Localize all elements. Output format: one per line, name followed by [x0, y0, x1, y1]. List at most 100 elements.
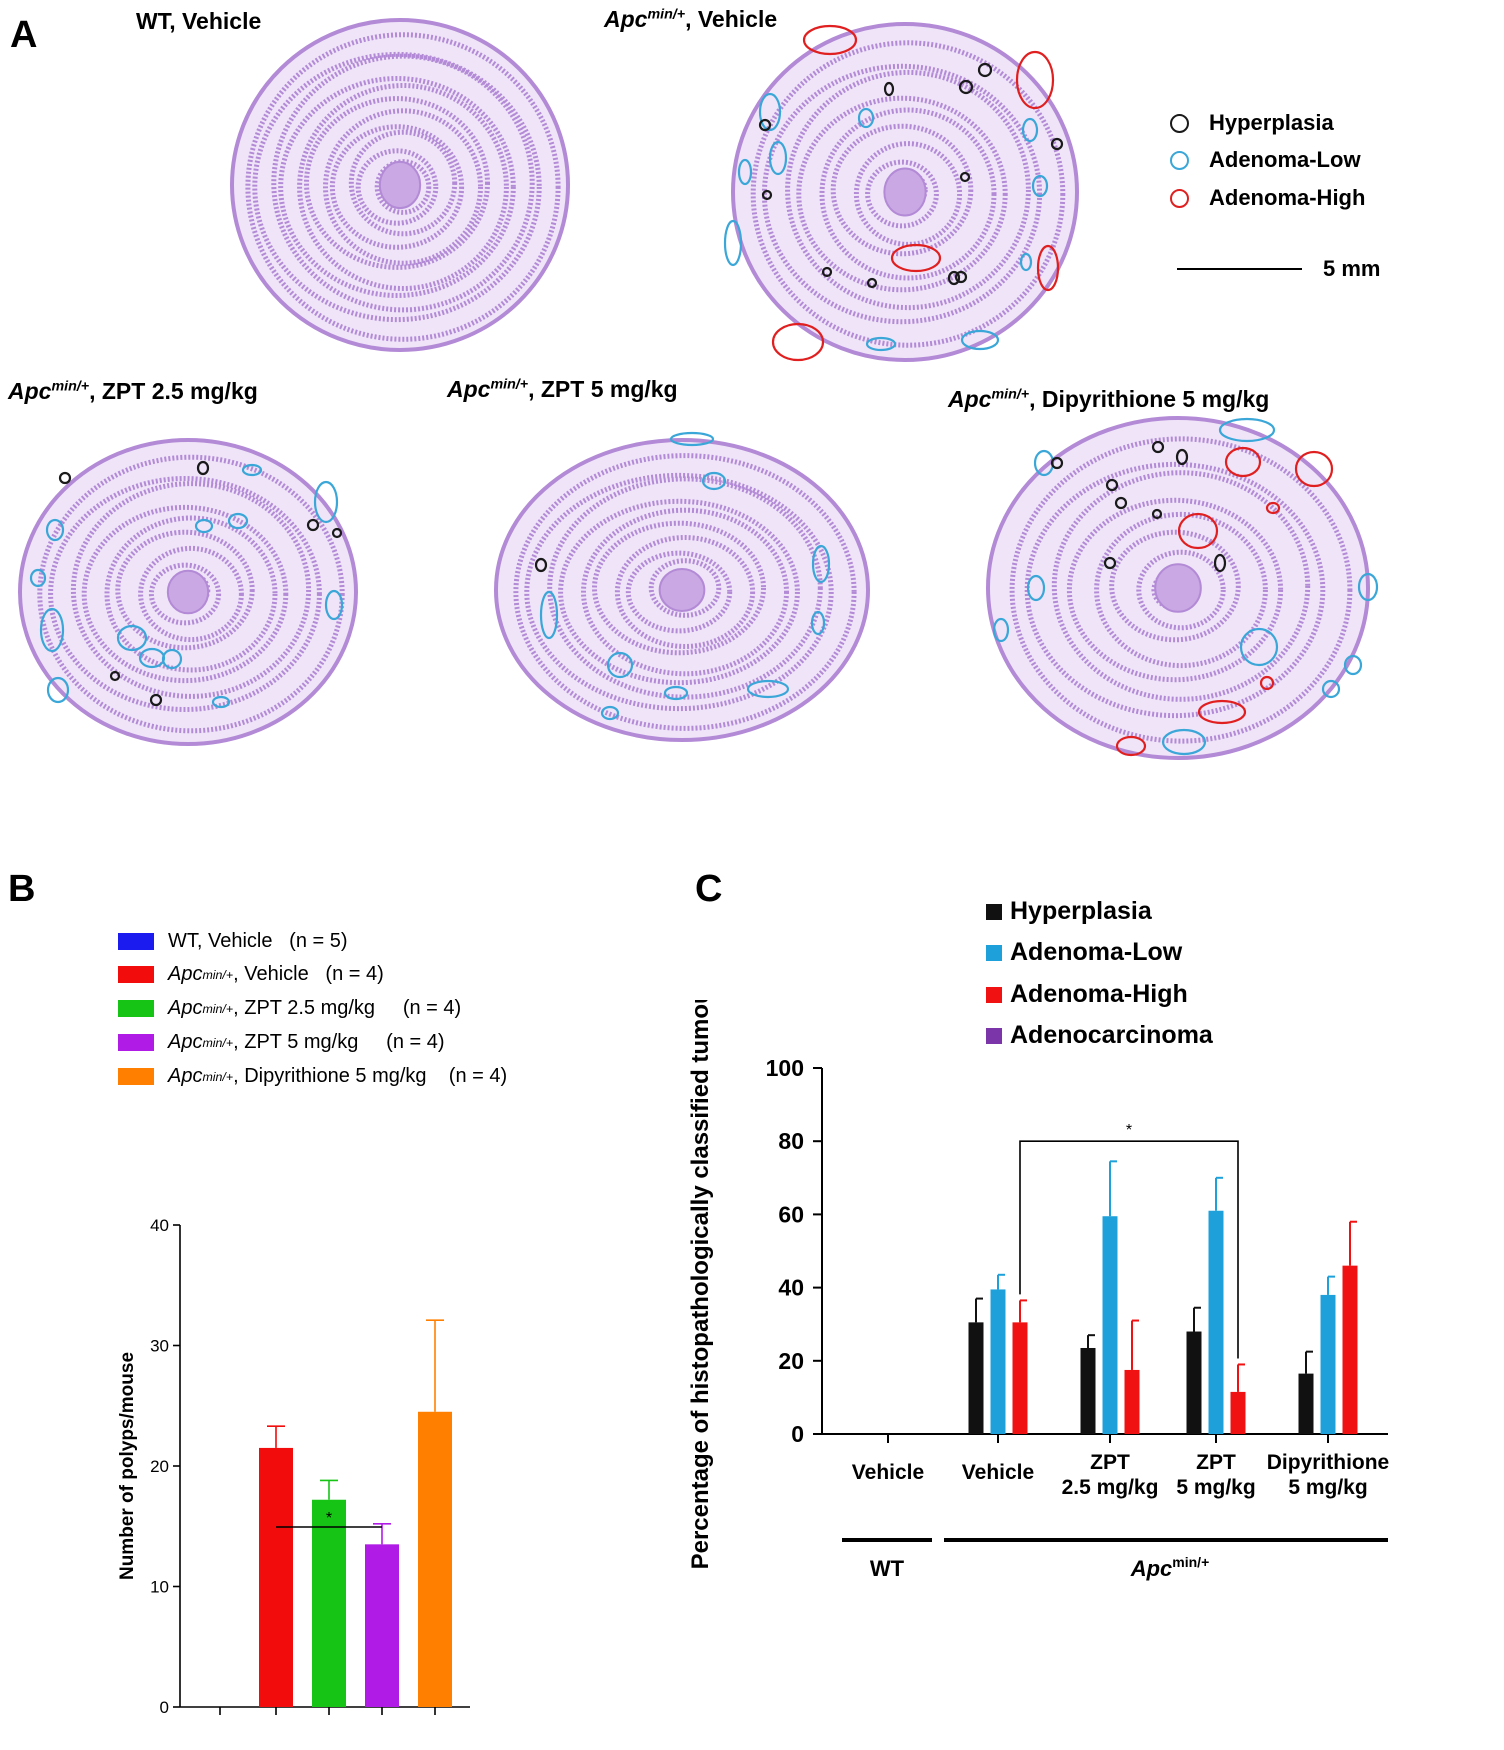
lesion-circle — [1177, 512, 1219, 550]
tissue-ring — [348, 129, 458, 237]
tissue-ring — [278, 76, 516, 298]
tissue-ring — [524, 472, 834, 712]
y-tick-label-b: 10 — [150, 1578, 169, 1597]
micrograph-apc-zpt-5 — [494, 431, 870, 742]
x-tick-label-c: 5 mg/kg — [1288, 1476, 1367, 1499]
bar-c-adenoma-low — [990, 1289, 1006, 1434]
lesion-circle — [701, 471, 727, 491]
tissue-ring — [513, 453, 857, 731]
tissue-center — [378, 160, 422, 210]
tissue-ring — [252, 51, 542, 323]
tissue-ring — [853, 141, 963, 247]
lesion-circle — [866, 277, 878, 289]
bar-c-adenoma-high — [1342, 1265, 1358, 1434]
lesion-circle — [241, 463, 263, 477]
tissue-ring — [245, 32, 561, 342]
tissue-center — [1154, 563, 1202, 613]
tissue-ring — [1066, 497, 1284, 683]
x-tick-label-c: Vehicle — [962, 1461, 1034, 1484]
tissue-center — [658, 568, 706, 612]
micrograph-apc-dipyrithione — [986, 416, 1379, 760]
lesion-circle — [761, 189, 773, 201]
lesion-circle — [771, 322, 825, 362]
lesion-circle — [958, 79, 974, 95]
lesion-circle — [313, 480, 339, 524]
legend-c-hyperplasia: Hyperplasia — [986, 897, 1152, 926]
lesion-circle — [977, 62, 993, 78]
bar-c-adenoma-high — [1124, 1369, 1140, 1434]
lesion-circle — [196, 460, 210, 476]
lesion-circle — [306, 518, 320, 532]
tissue-ring — [1051, 470, 1311, 702]
lesion-circle — [1357, 572, 1379, 602]
tissue-ring — [819, 107, 997, 281]
y-tick-label-c: 80 — [778, 1128, 804, 1154]
lesion-circle — [1239, 627, 1279, 667]
lesion-circle — [1213, 553, 1227, 573]
bar-c-hyperplasia — [1186, 1331, 1202, 1434]
bar-b — [365, 1544, 399, 1707]
tissue-ring — [374, 159, 432, 215]
y-tick-label-b: 20 — [150, 1457, 169, 1476]
tissue-ring — [70, 481, 312, 699]
legend-c-adenocarcinoma: Adenocarcinoma — [986, 1021, 1213, 1050]
tissue-ring — [830, 123, 974, 257]
x-tick-label-c: ZPT — [1090, 1451, 1130, 1474]
bar-b — [312, 1499, 346, 1707]
lesion-circle — [1050, 456, 1064, 470]
chart-c-histopathology: 0 20 40 60 80 100 Percentage of histopathologi… — [687, 1000, 1390, 1581]
lesion-circle — [29, 568, 47, 588]
lesion-circle — [663, 685, 689, 701]
bar-c-hyperplasia — [1080, 1347, 1096, 1434]
lesion-circle — [45, 518, 65, 542]
lesion-circle — [539, 590, 559, 640]
y-tick-label-b: 40 — [150, 1216, 169, 1235]
panel-a-label: A — [10, 14, 38, 56]
lesion-circle — [960, 329, 1000, 351]
legend-b-swatch — [118, 966, 154, 983]
x-tick-label-c: Dipyrithione — [1267, 1451, 1390, 1474]
lesion-circle — [331, 527, 343, 539]
lesion-circle — [534, 557, 548, 573]
tissue-ring — [329, 124, 465, 250]
panel-a-micrographs — [18, 18, 1379, 760]
section-title-apc-vehicle: Apcmin/+, Vehicle — [604, 6, 778, 32]
significance-star-b: * — [326, 1510, 332, 1527]
lesion-circle — [746, 679, 790, 699]
bar-c-adenoma-high — [1012, 1322, 1028, 1434]
y-axis-label-b: Number of polyps/mouse — [117, 1352, 138, 1580]
tissue-ring — [1094, 511, 1268, 669]
tissue-ring — [785, 69, 1031, 311]
lesion-circle — [723, 219, 743, 267]
micrograph-wt-vehicle — [230, 18, 570, 352]
lesion-circle — [1218, 417, 1276, 443]
adenoma-low-ring-icon — [1170, 150, 1189, 170]
lesion-circle — [1151, 508, 1163, 520]
legend-b-apc-dipyrithione: Apc min/+, Dipyrithione 5 mg/kg (n = 4) — [118, 1065, 507, 1088]
legend-b-apc-zpt-5: Apc min/+, ZPT 5 mg/kg (n = 4) — [118, 1031, 445, 1054]
lesion-circle — [606, 651, 634, 679]
section-title-apc-zpt-5: Apcmin/+, ZPT 5 mg/kg — [447, 376, 678, 402]
x-tick-label-c: 2.5 mg/kg — [1062, 1476, 1159, 1499]
chart-b-polyps: 0 10 20 30 40 Number of polyps/mouse * — [117, 1216, 470, 1717]
tissue-ring — [115, 529, 255, 651]
lesion-circle — [324, 589, 344, 621]
tissue-ring — [81, 504, 289, 684]
bar-c-adenoma-high — [1230, 1391, 1246, 1434]
lesion-circle — [161, 648, 183, 670]
lesion-circle — [992, 617, 1010, 643]
panel-c-label: C — [695, 868, 723, 910]
lesion-circle — [1026, 574, 1046, 602]
bar-b — [259, 1447, 293, 1707]
bar-c-adenoma-low — [1102, 1216, 1118, 1434]
tissue-ring — [48, 476, 322, 712]
y-tick-label-c: 40 — [778, 1275, 804, 1301]
y-tick-label-b: 0 — [160, 1698, 169, 1717]
lesion-circle — [947, 270, 961, 286]
lesion-circle — [802, 24, 858, 56]
lesion-circle — [149, 693, 163, 707]
lesion-circle — [737, 158, 753, 186]
lesion-circle — [883, 81, 895, 97]
significance-bracket-c — [1019, 1140, 1239, 1359]
legend-b-swatch — [118, 933, 154, 950]
